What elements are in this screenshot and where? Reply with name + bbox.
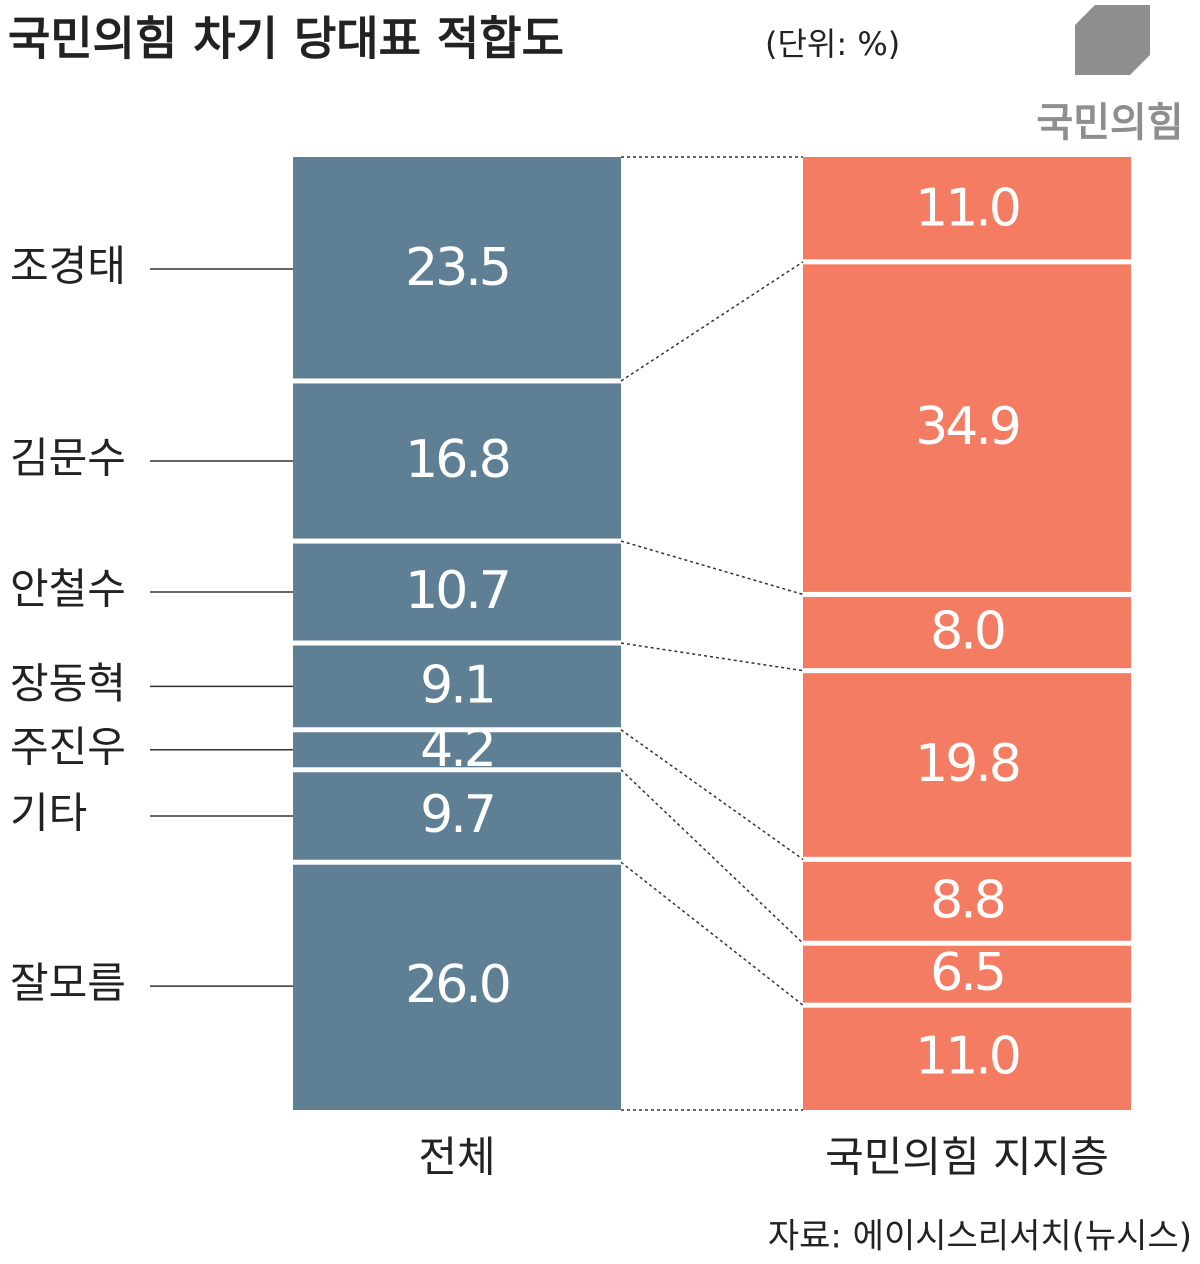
segment-name: 조경태 <box>10 241 126 290</box>
connector <box>620 769 804 944</box>
value-label: 9.1 <box>420 655 494 715</box>
segment-name: 안철수 <box>10 565 126 614</box>
bar-segment <box>803 596 1131 669</box>
connector <box>620 729 804 860</box>
value-label: 9.7 <box>420 785 494 845</box>
source: 자료: 에이시스리서치(뉴시스) <box>768 1217 1192 1257</box>
bar-segment <box>293 864 621 1110</box>
value-label: 16.8 <box>405 430 509 490</box>
value-label: 4.2 <box>420 719 494 779</box>
value-label: 23.5 <box>405 238 509 298</box>
bar-segment <box>293 772 621 860</box>
connector <box>620 261 804 382</box>
x-tick-label: 전체 <box>418 1133 495 1182</box>
bar-segment <box>293 157 621 379</box>
value-label: 6.5 <box>930 943 1004 1003</box>
segment-name: 김문수 <box>10 434 126 483</box>
value-label: 34.9 <box>915 397 1019 457</box>
bar-segment <box>803 945 1131 1003</box>
bar-segment <box>293 543 621 641</box>
bar-segment <box>803 264 1131 592</box>
bar-segment <box>803 673 1131 857</box>
bar-segment <box>803 157 1131 260</box>
bar-segment <box>293 732 621 768</box>
connector <box>620 861 804 1006</box>
segment-name: 잘모름 <box>10 959 126 1008</box>
bar-segment <box>803 1007 1131 1110</box>
value-label: 8.8 <box>930 870 1004 930</box>
logo-shape <box>1075 5 1150 75</box>
value-label: 19.8 <box>915 734 1019 794</box>
segment-name: 장동혁 <box>10 659 126 708</box>
value-label: 10.7 <box>405 561 509 621</box>
value-label: 11.0 <box>915 178 1019 238</box>
value-label: 8.0 <box>930 602 1004 662</box>
bar-segment <box>293 383 621 539</box>
logo-text: 국민의힘 <box>1036 100 1183 146</box>
chart-subtitle: (단위: %) <box>765 25 900 63</box>
bar-segment <box>803 861 1131 941</box>
segment-name: 기타 <box>10 788 87 837</box>
connector <box>620 642 804 672</box>
connector <box>620 540 804 596</box>
bar-segment <box>293 645 621 728</box>
value-label: 11.0 <box>915 1027 1019 1087</box>
segment-name: 주진우 <box>10 722 126 771</box>
chart-title: 국민의힘 차기 당대표 적합도 <box>8 12 564 66</box>
value-label: 26.0 <box>405 955 509 1015</box>
x-tick-label: 국민의힘 지지층 <box>825 1133 1109 1182</box>
